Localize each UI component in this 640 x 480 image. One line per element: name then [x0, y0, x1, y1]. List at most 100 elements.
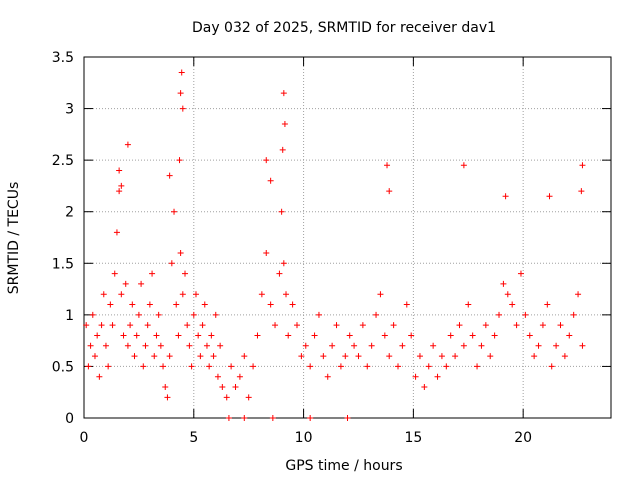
y-tick-label: 2 [65, 205, 74, 221]
data-point [267, 177, 274, 184]
data-point [280, 260, 287, 267]
data-point [178, 69, 185, 76]
series-dav1 [83, 69, 586, 421]
data-point [502, 193, 509, 200]
data-point [89, 311, 96, 318]
data-point [131, 353, 138, 360]
data-point [151, 353, 158, 360]
data-point [241, 353, 248, 360]
data-point [168, 260, 175, 267]
data-point [91, 353, 98, 360]
data-point [460, 162, 467, 169]
data-point [179, 291, 186, 298]
y-tick-label: 1 [65, 308, 74, 324]
x-axis-label: GPS time / hours [285, 458, 402, 474]
x-tick-label: 0 [80, 430, 89, 446]
data-point [122, 280, 129, 287]
data-point [267, 301, 274, 308]
data-point [302, 342, 309, 349]
data-point [279, 146, 286, 153]
y-tick-label: 1.5 [52, 256, 74, 272]
data-point [408, 332, 415, 339]
data-point [578, 188, 585, 195]
data-point [579, 162, 586, 169]
data-point [245, 394, 252, 401]
data-point [416, 353, 423, 360]
data-point [315, 311, 322, 318]
data-point [283, 291, 290, 298]
data-point [575, 291, 582, 298]
data-point [135, 311, 142, 318]
data-point [173, 301, 180, 308]
data-series [83, 69, 586, 421]
data-point [140, 363, 147, 370]
data-point [199, 322, 206, 329]
data-point [214, 373, 221, 380]
data-point [460, 342, 467, 349]
data-point [162, 384, 169, 391]
data-point [192, 291, 199, 298]
data-point [182, 270, 189, 277]
y-axis-label: SRMTID / TECUs [6, 182, 22, 295]
data-point [124, 342, 131, 349]
data-point [190, 311, 197, 318]
data-point [513, 322, 520, 329]
data-point [210, 353, 217, 360]
data-point [566, 332, 573, 339]
data-point [311, 332, 318, 339]
data-point [225, 415, 232, 421]
data-point [272, 322, 279, 329]
data-point [195, 332, 202, 339]
data-point [390, 322, 397, 329]
data-point [107, 301, 114, 308]
data-point [430, 342, 437, 349]
data-point [307, 415, 314, 421]
data-point [320, 353, 327, 360]
data-point [359, 322, 366, 329]
data-point [570, 311, 577, 318]
data-point [164, 394, 171, 401]
data-point [386, 353, 393, 360]
tick-marks [83, 56, 611, 419]
x-tick-label: 10 [295, 430, 313, 446]
y-tick-labels: 0 0.5 1 1.5 2 2.5 3 3.5 [52, 50, 74, 427]
data-point [509, 301, 516, 308]
data-point [206, 363, 213, 370]
data-point [188, 363, 195, 370]
data-point [381, 332, 388, 339]
data-point [373, 311, 380, 318]
data-point [561, 353, 568, 360]
data-point [263, 249, 270, 256]
data-point [412, 373, 419, 380]
data-point [438, 353, 445, 360]
data-point [201, 301, 208, 308]
data-point [377, 291, 384, 298]
data-point [384, 162, 391, 169]
data-point [351, 342, 358, 349]
data-point [478, 342, 485, 349]
data-point [100, 291, 107, 298]
data-point [177, 249, 184, 256]
data-point [177, 90, 184, 97]
chart-title: Day 032 of 2025, SRMTID for receiver dav… [192, 20, 496, 36]
data-point [531, 353, 538, 360]
data-point [447, 332, 454, 339]
data-point [355, 353, 362, 360]
data-point [395, 363, 402, 370]
data-point [364, 363, 371, 370]
data-point [487, 353, 494, 360]
x-tick-label: 20 [514, 430, 532, 446]
data-point [434, 373, 441, 380]
data-point [186, 342, 193, 349]
data-point [293, 322, 300, 329]
data-point [500, 280, 507, 287]
data-point [94, 332, 101, 339]
data-point [522, 311, 529, 318]
data-point [179, 105, 186, 112]
data-point [278, 208, 285, 215]
data-point [329, 342, 336, 349]
data-point [217, 342, 224, 349]
data-point [482, 322, 489, 329]
data-point [307, 363, 314, 370]
data-point [160, 363, 167, 370]
